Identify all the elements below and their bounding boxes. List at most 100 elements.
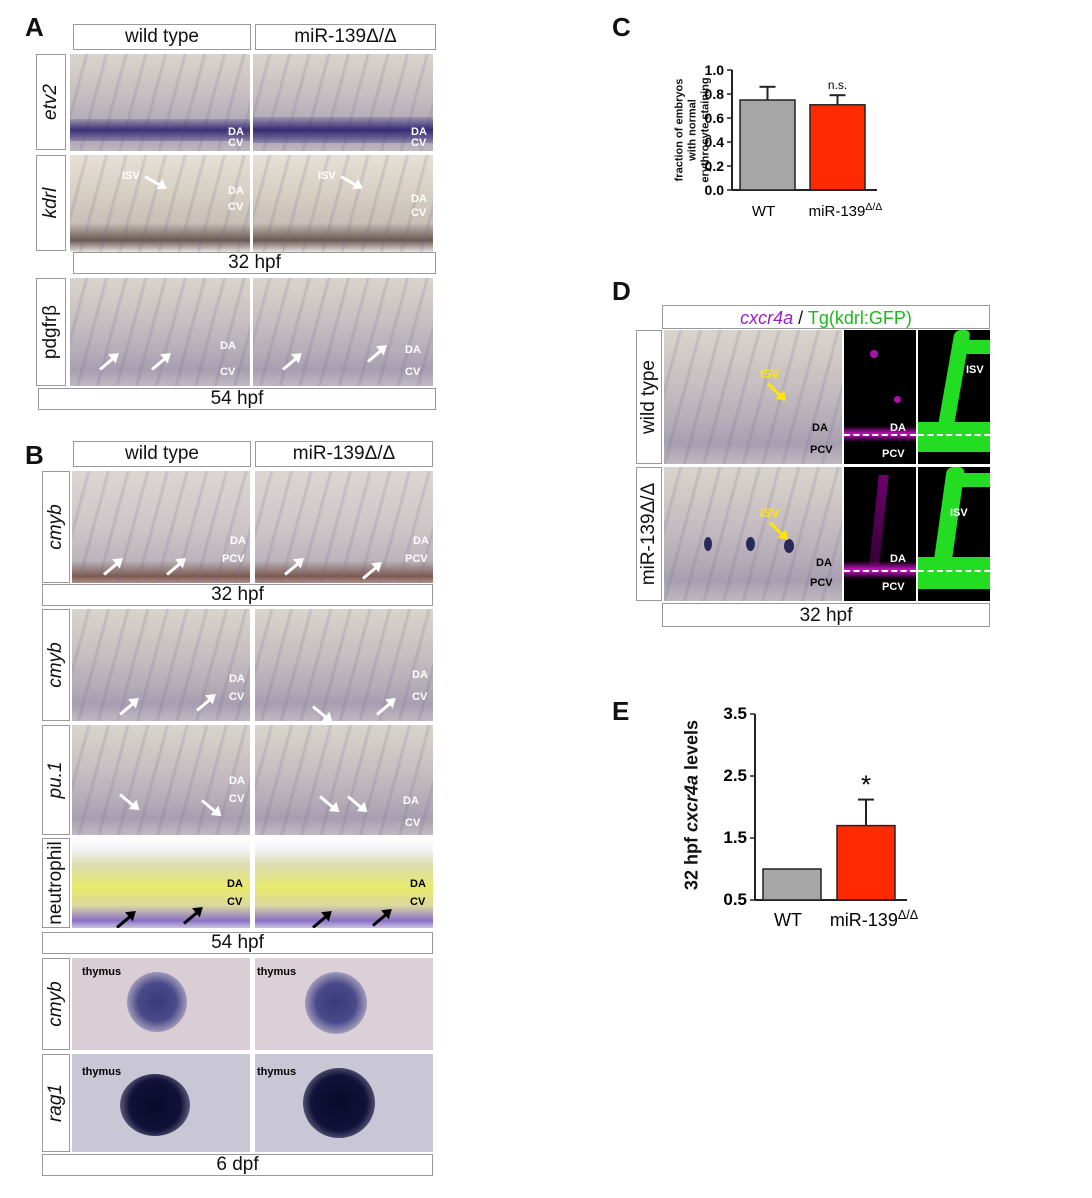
thymus-stain (127, 972, 187, 1032)
label-cv: CV (405, 817, 421, 829)
label-pcv: PCV (405, 553, 428, 565)
label-da: DA (405, 344, 421, 356)
e-ylabel-italic: cxcr4a (681, 774, 702, 833)
image-kdrl-wt: ISV DA CV (70, 155, 250, 252)
x-category-label: miR-139Δ/Δ (830, 908, 919, 930)
image-etv2-mut: DA CV (253, 54, 433, 151)
image-cmyb-thymus-mut: thymus (255, 958, 433, 1050)
y-tick-label: 2.5 (723, 766, 747, 785)
arrow-isv (340, 175, 361, 189)
label-cv: CV (411, 137, 427, 149)
panel-label-d: D (612, 276, 631, 306)
label-pcv: PCV (222, 553, 245, 565)
label-da: DA (228, 126, 244, 138)
image-d-brightfield-mut: ISV DA PCV (664, 467, 842, 601)
label-cv: CV (411, 207, 427, 219)
image-pdgfrb-wt: DA CV (70, 278, 250, 386)
col-header-mir139-text: miR-139Δ/Δ (294, 26, 397, 47)
label-da: DA (890, 553, 906, 565)
label-pcv: PCV (810, 577, 833, 589)
panel-label-b: B (25, 440, 44, 470)
significance-marker: n.s. (828, 78, 847, 92)
image-kdrl-mut: ISV DA CV (253, 155, 433, 252)
arrow-hsc (103, 559, 122, 576)
arrow-pericyte (282, 354, 301, 371)
label-isv: ISV (950, 507, 968, 519)
d-row-label-wt: wild type (636, 330, 662, 464)
image-cmyb-32-wt: DA PCV (72, 471, 250, 583)
d-header-sep: / (793, 308, 808, 328)
label-cv: CV (412, 691, 428, 703)
label-da: DA (229, 673, 245, 685)
label-thymus: thymus (257, 1066, 297, 1078)
d-row-label-wt-text: wild type (638, 360, 659, 434)
thymus-stain (305, 972, 367, 1034)
label-cv: CV (220, 366, 236, 378)
label-da: DA (220, 340, 236, 352)
label-isv: ISV (966, 364, 984, 376)
y-tick-label: 1.5 (723, 828, 747, 847)
image-d-brightfield-wt: ISV DA PCV (664, 330, 842, 464)
arrow-hsc (362, 563, 381, 580)
label-pcv: PCV (810, 444, 833, 456)
arrow-neutrophil (183, 908, 202, 925)
label-isv: ISV (122, 170, 140, 182)
label-cv: CV (410, 896, 426, 908)
row-label-rag1: rag1 (42, 1054, 70, 1152)
arrow-myeloid (119, 793, 138, 810)
y-tick-label: 0.2 (705, 158, 725, 174)
row-label-cmyb: cmyb (42, 471, 70, 583)
row-label-pdgfrb-text: pdgfrβ (40, 304, 61, 360)
arrow-hsc (119, 699, 138, 716)
arrow-neutrophil (116, 912, 135, 928)
row-label-etv2: etv2 (36, 54, 66, 150)
row-label-cmyb-text: cmyb (45, 504, 66, 550)
label-da: DA (229, 775, 245, 787)
label-cv: CV (229, 691, 245, 703)
label-pcv: PCV (882, 581, 905, 593)
label-da: DA (230, 535, 246, 547)
row-label-kdrl: kdrl (36, 155, 66, 251)
arrow-myeloid (347, 795, 366, 812)
arrow-pericyte (151, 354, 170, 371)
row-label-pu1-text: pu.1 (45, 761, 66, 799)
image-etv2-wt: DA CV (70, 54, 250, 151)
d-row-label-mut-text: miR-139Δ/Δ (638, 482, 659, 586)
bar (836, 824, 896, 901)
y-tick-label: 1.0 (705, 62, 725, 78)
significance-marker: * (861, 770, 871, 800)
row-label-rag1-text: rag1 (45, 1083, 66, 1123)
label-da: DA (812, 422, 828, 434)
image-pdgfrb-mut: DA CV (253, 278, 433, 386)
label-da: DA (228, 185, 244, 197)
label-isv: ISV (760, 506, 780, 520)
y-tick-label: 0.6 (705, 110, 725, 126)
image-cmyb-32-mut: DA PCV (255, 471, 433, 583)
stage-label-32hpf: 32 hpf (42, 584, 433, 606)
bar (762, 868, 822, 901)
image-cmyb-54-mut: DA CV (255, 609, 433, 721)
arrow-isv (144, 175, 165, 189)
row-label-neutrophil-text: neutrophil (45, 841, 66, 925)
col-header-wild-type: wild type (73, 441, 251, 467)
panel-label-c: C (612, 12, 631, 42)
arrow-myeloid (201, 799, 220, 816)
label-da: DA (403, 795, 419, 807)
label-cv: CV (228, 201, 244, 213)
label-cv: CV (229, 793, 245, 805)
c-ylabel-line1: fraction of embryos (673, 78, 686, 182)
label-cv: CV (228, 137, 244, 149)
col-header-mir139: miR-139Δ/Δ (255, 441, 433, 467)
image-rag1-thymus-wt: thymus (72, 1054, 250, 1152)
e-ylabel-prefix: 32 hpf (681, 832, 702, 891)
image-neutrophil-mut: DA CV (255, 838, 433, 928)
label-isv: ISV (318, 170, 336, 182)
thymus-stain (303, 1068, 375, 1138)
x-category-label: miR-139Δ/Δ (809, 201, 883, 220)
stage-label-6dpf: 6 dpf (42, 1154, 433, 1176)
row-label-etv2-text: etv2 (40, 84, 61, 120)
image-neutrophil-wt: DA CV (72, 838, 250, 928)
y-tick-label: 0.8 (705, 86, 725, 102)
bar (739, 99, 796, 191)
label-cv: CV (405, 366, 421, 378)
